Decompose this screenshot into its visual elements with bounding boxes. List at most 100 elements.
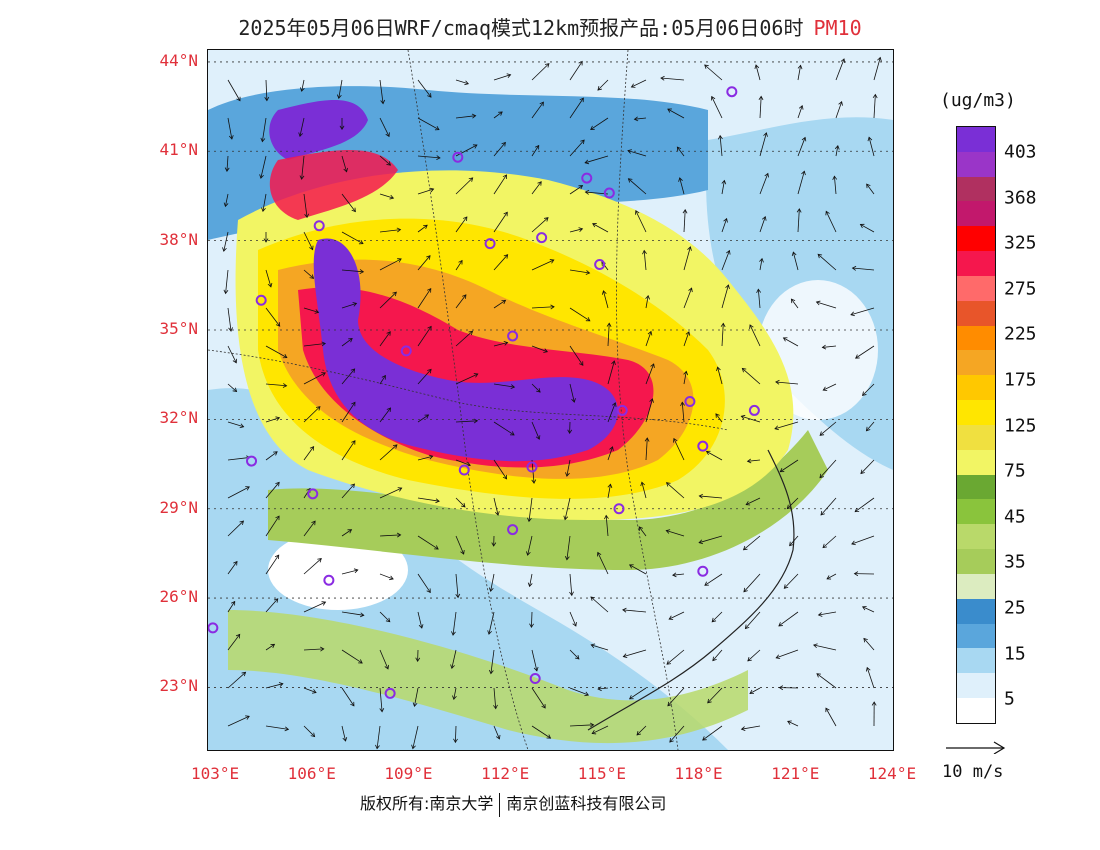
wind-arrow: [758, 95, 764, 119]
wind-arrow: [341, 368, 356, 385]
wind-arrow: [531, 725, 552, 739]
red-north-patch: [269, 150, 398, 220]
wind-arrow: [871, 701, 877, 727]
wind-arrow: [455, 79, 469, 86]
legend-label: 368: [1004, 187, 1037, 209]
wind-arrow: [417, 255, 431, 271]
wind-arrow: [745, 497, 761, 506]
wind-arrow: [299, 79, 305, 92]
wind-arrow: [569, 573, 574, 597]
legend-swatch: [957, 325, 995, 351]
wind-arrow: [299, 155, 305, 180]
wind-arrow: [698, 493, 723, 499]
wind-arrow: [455, 535, 465, 555]
wind-arrow: [820, 497, 837, 516]
wind-arrow: [341, 483, 355, 499]
city-marker: [246, 455, 258, 467]
city-marker: [529, 673, 541, 685]
wind-arrow: [493, 459, 508, 480]
latitude-label: 41°N: [159, 140, 198, 160]
wind-arrow: [379, 444, 398, 461]
wind-arrow: [411, 725, 419, 750]
wind-arrow: [379, 117, 390, 138]
color-legend: [956, 126, 996, 724]
wind-arrow: [683, 246, 692, 271]
legend-swatch: [957, 623, 995, 649]
map-canvas: [208, 50, 893, 750]
legend-swatch: [957, 524, 995, 550]
wind-arrow: [488, 649, 495, 675]
wind-arrow: [597, 79, 609, 91]
legend-swatch: [957, 449, 995, 475]
wind-arrow: [569, 722, 595, 728]
wind-arrow: [303, 193, 310, 219]
wind-arrow: [778, 685, 799, 691]
wind-arrow: [596, 551, 609, 575]
wind-arrow: [796, 208, 802, 233]
wind-arrow: [379, 573, 394, 581]
wind-arrow: [453, 725, 458, 744]
legend-swatch: [957, 598, 995, 624]
wind-arrow: [303, 601, 327, 613]
wind-arrow: [417, 79, 432, 98]
city-marker: [616, 404, 628, 416]
wind-arrow: [716, 366, 723, 385]
wind-arrow: [455, 330, 474, 347]
wind-arrow: [263, 231, 269, 243]
wind-arrow: [451, 611, 457, 636]
wind-arrow: [531, 345, 548, 353]
wind-arrow: [379, 155, 392, 166]
legend-swatch: [957, 251, 995, 276]
wind-arrow: [666, 482, 685, 499]
wind-arrow: [491, 535, 497, 547]
wind-arrow: [569, 97, 584, 119]
wind-arrow: [531, 144, 540, 157]
wind-arrow: [683, 370, 689, 385]
wind-arrow: [417, 497, 440, 504]
city-marker: [536, 232, 548, 244]
wind-arrow: [627, 149, 647, 157]
legend-label: 35: [1004, 551, 1026, 573]
wind-arrow: [636, 725, 647, 736]
latitude-label: 38°N: [159, 229, 198, 249]
longitude-label: 109°E: [384, 764, 433, 783]
green-central-band: [268, 430, 828, 570]
city-marker: [697, 565, 709, 577]
city-marker: [603, 187, 615, 199]
wind-arrow: [790, 298, 799, 309]
legend-swatch: [957, 573, 995, 599]
wind-arrow: [379, 258, 402, 271]
wind-arrow: [265, 598, 279, 613]
legend-swatch: [957, 176, 995, 202]
wind-arrow: [227, 560, 238, 575]
longitude-label: 115°E: [577, 764, 626, 783]
wind-arrow: [336, 79, 343, 100]
wind-arrow: [227, 600, 236, 613]
wind-arrow: [455, 216, 468, 233]
wind-arrow: [775, 649, 799, 660]
wind-arrow: [601, 290, 609, 309]
wind-arrow: [341, 401, 356, 423]
wind-arrow: [645, 363, 655, 385]
legend-swatch: [957, 424, 995, 450]
wind-arrow: [303, 307, 320, 314]
wind-arrow: [680, 401, 685, 423]
wind-arrow: [493, 421, 515, 436]
wind-arrow: [455, 294, 467, 309]
wind-arrow: [705, 450, 723, 461]
wind-arrow: [417, 187, 435, 195]
wind-arrow: [832, 175, 838, 195]
wind-arrow: [303, 646, 325, 652]
wind-arrow: [741, 367, 761, 385]
wind-arrow: [415, 649, 421, 662]
wind-arrow: [592, 223, 609, 233]
wind-arrow: [628, 564, 647, 575]
latitude-label: 23°N: [159, 676, 198, 696]
city-marker: [384, 687, 396, 699]
wind-arrow: [673, 437, 685, 461]
wind-arrow: [742, 535, 761, 551]
wind-arrow: [265, 725, 290, 732]
wind-arrow: [417, 287, 432, 309]
wind-arrow: [493, 299, 507, 309]
wind-arrow: [678, 177, 685, 195]
